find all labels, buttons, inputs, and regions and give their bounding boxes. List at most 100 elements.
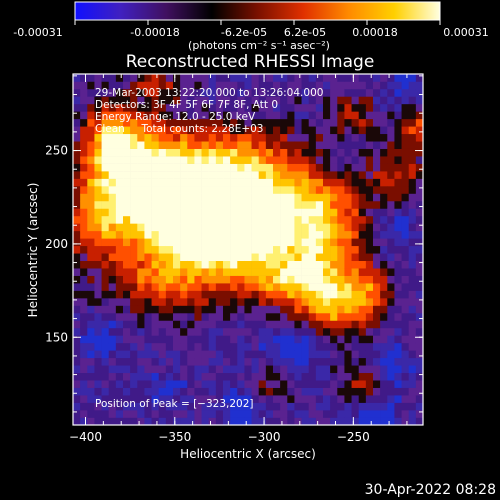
heatmap-cell [394,238,402,247]
heatmap-cell [137,335,145,344]
heatmap-cell [315,118,324,127]
heatmap-cell [87,417,95,425]
heatmap-cell [337,245,345,254]
plot-frame [72,73,424,426]
heatmap-cell [301,253,310,261]
heatmap-cell [80,200,88,209]
heatmap-cell [180,186,188,194]
heatmap-cell [137,103,145,112]
heatmap-cell [165,342,174,351]
heatmap-cell [230,335,238,344]
heatmap-cell [415,357,423,366]
heatmap-cell [180,245,188,254]
heatmap-cell [87,327,95,336]
colorbar-tick-label: -0.00031 [13,26,62,39]
heatmap-cell [94,245,102,254]
heatmap-cell [394,402,402,411]
heatmap-cell [187,342,195,351]
heatmap-cell [123,186,131,194]
heatmap-cell [108,312,117,321]
heatmap-cell [373,81,381,90]
heatmap-cell [301,96,310,105]
heatmap-cell [358,126,367,135]
heatmap-cell [73,320,81,329]
heatmap-cell [194,118,202,127]
heatmap-cell [108,208,117,217]
heatmap-cell [237,193,245,202]
heatmap-cell [108,357,117,366]
heatmap-cell [387,350,395,359]
heatmap-cell [165,357,174,366]
heatmap-cell [223,126,231,135]
heatmap-cell [408,320,417,329]
heatmap-cell [123,126,131,135]
heatmap-cell [337,118,345,127]
heatmap-cell [165,103,174,112]
heatmap-cell [237,327,245,336]
heatmap-cell [351,410,360,418]
heatmap-cell [151,260,160,269]
heatmap-cell [330,81,338,90]
heatmap-cell [365,283,374,291]
heatmap-cell [415,215,423,224]
heatmap-cell [330,298,338,306]
heatmap-cell [258,305,267,314]
heatmap-cell [237,402,245,411]
heatmap-cell [151,342,160,351]
heatmap-cell [258,283,267,291]
heatmap-cell [365,342,374,351]
heatmap-cell [230,350,238,359]
heatmap-cell [208,171,217,179]
heatmap-cell [380,118,388,127]
heatmap-cell [380,275,388,284]
heatmap-cell [265,200,274,209]
heatmap-cell [173,402,181,411]
heatmap-cell [344,178,352,187]
heatmap-cell [287,223,295,232]
heatmap-cell [408,133,417,142]
heatmap-cell [215,238,224,247]
heatmap-cell [265,103,274,112]
heatmap-cell [201,171,210,179]
heatmap-cell [130,335,138,344]
heatmap-cell [308,410,317,418]
heatmap-cell [265,275,274,284]
heatmap-cell [165,410,174,418]
heatmap-cell [208,178,217,187]
heatmap-cell [151,350,160,359]
heatmap-cell [80,156,88,164]
heatmap-cell [158,275,167,284]
heatmap-cell [294,357,302,366]
heatmap-cell [408,96,417,105]
heatmap-cell [137,238,145,247]
heatmap-cell [194,148,202,157]
heatmap-cell [315,320,324,329]
heatmap-cell [408,208,417,217]
heatmap-cell [415,156,423,164]
heatmap-cell [244,186,252,194]
heatmap-cell [315,215,324,224]
heatmap-cell [258,96,267,105]
heatmap-cell [415,171,423,179]
heatmap-cell [273,268,281,276]
heatmap-cell [201,74,210,82]
heatmap-cell [123,133,131,142]
heatmap-cell [294,133,302,142]
heatmap-cell [373,320,381,329]
heatmap-cell [101,342,110,351]
heatmap-cell [258,208,267,217]
heatmap-cell [108,283,117,291]
heatmap-cell [194,312,202,321]
heatmap-cell [287,305,295,314]
heatmap-cell [280,126,288,135]
heatmap-cell [308,290,317,299]
heatmap-cell [130,365,138,374]
heatmap-cell [101,312,110,321]
heatmap-cell [301,208,310,217]
heatmap-cell [358,88,367,97]
heatmap-cell [258,126,267,135]
heatmap-cell [108,260,117,269]
heatmap-cell [180,133,188,142]
heatmap-cell [258,350,267,359]
heatmap-cell [208,193,217,202]
